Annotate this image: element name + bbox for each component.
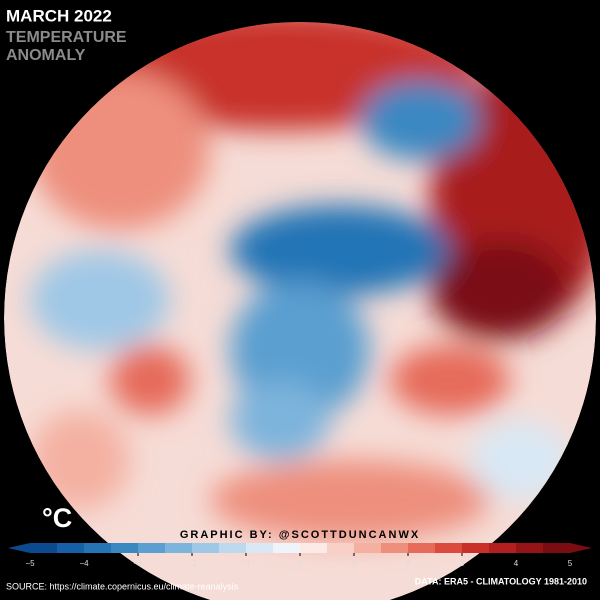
colorbar-tick-label: −5 bbox=[25, 559, 35, 568]
colorbar-segment bbox=[192, 543, 220, 553]
colorbar-segment bbox=[300, 543, 328, 553]
subtitle: TEMPERATURE bbox=[6, 29, 127, 46]
colorbar-segment bbox=[57, 543, 85, 553]
colorbar-tick-label: 2 bbox=[406, 559, 411, 568]
globe bbox=[4, 22, 596, 600]
colorbar-segment bbox=[138, 543, 166, 553]
credit: GRAPHIC BY: @SCOTTDUNCANWX bbox=[180, 529, 420, 541]
colorbar-arrow bbox=[570, 543, 592, 553]
colorbar: −5 −4 −3 −2 −1 0 1 2 3 4 5 bbox=[8, 543, 592, 568]
colorbar-tick-label: −3 bbox=[133, 559, 143, 568]
colorbar-segment bbox=[327, 543, 355, 553]
colorbar-segment bbox=[381, 543, 409, 553]
colorbar-tick-label: −4 bbox=[79, 559, 89, 568]
colorbar-segment bbox=[543, 543, 571, 553]
subtitle: ANOMALY bbox=[6, 47, 86, 64]
colorbar-segment bbox=[111, 543, 139, 553]
colorbar-segment bbox=[516, 543, 544, 553]
colorbar-segment bbox=[489, 543, 517, 553]
colorbar-tick-label: 0 bbox=[298, 559, 303, 568]
colorbar-segment bbox=[165, 543, 193, 553]
colorbar-segment bbox=[354, 543, 382, 553]
data-note: DATA: ERA5 - CLIMATOLOGY 1981-2010 bbox=[415, 576, 587, 586]
colorbar-segment bbox=[219, 543, 247, 553]
colorbar-tick-label: 1 bbox=[352, 559, 357, 568]
colorbar-segment bbox=[462, 543, 490, 553]
colorbar-arrow bbox=[8, 543, 30, 553]
colorbar-tick-label: −1 bbox=[241, 559, 251, 568]
colorbar-tick-label: 4 bbox=[514, 559, 519, 568]
colorbar-segment bbox=[246, 543, 274, 553]
colorbar-tick-label: −2 bbox=[187, 559, 197, 568]
colorbar-segment bbox=[408, 543, 436, 553]
source: SOURCE: https://climate.copernicus.eu/cl… bbox=[6, 581, 239, 591]
unit: °C bbox=[42, 503, 72, 533]
colorbar-segment bbox=[30, 543, 58, 553]
colorbar-tick-label: 5 bbox=[568, 559, 573, 568]
colorbar-tick-label: 3 bbox=[460, 559, 465, 568]
colorbar-segment bbox=[84, 543, 112, 553]
title: MARCH 2022 bbox=[6, 6, 112, 25]
colorbar-segment bbox=[273, 543, 301, 553]
colorbar-segment bbox=[435, 543, 463, 553]
